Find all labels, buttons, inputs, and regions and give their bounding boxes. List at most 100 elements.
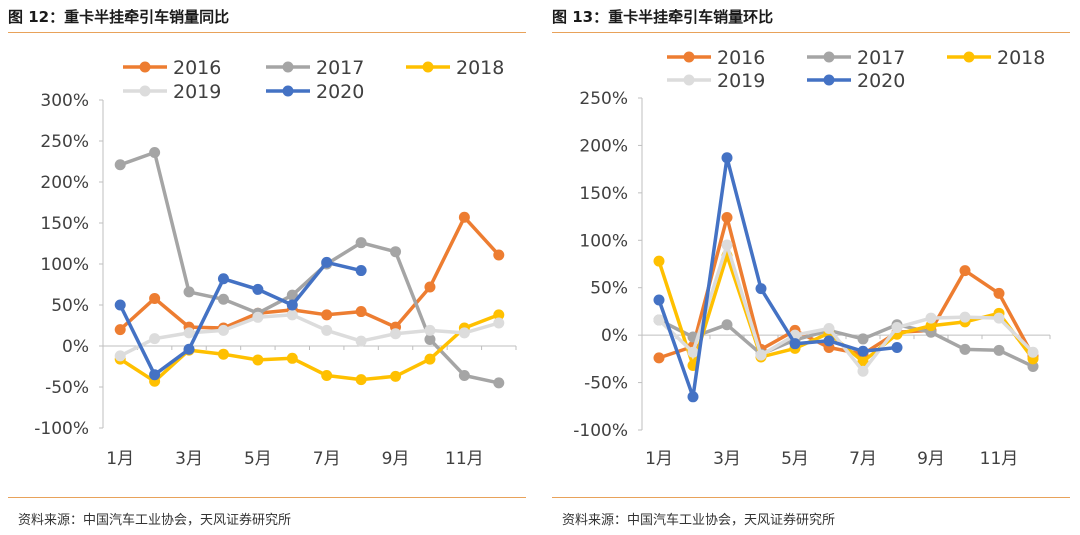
legend-marker [139, 61, 151, 73]
legend-item-2020: 2020 [266, 81, 364, 103]
data-point [493, 377, 505, 389]
series-2017 [114, 146, 505, 389]
data-point [149, 292, 161, 304]
x-tick-label: 1月 [106, 449, 134, 469]
legend-item-2018: 2018 [947, 47, 1045, 69]
data-point [252, 311, 264, 323]
data-point [721, 239, 733, 251]
series-line-2019 [118, 313, 501, 358]
data-point [687, 346, 699, 358]
y-tick-label: 150% [579, 184, 628, 204]
data-point [823, 323, 835, 335]
data-point [321, 370, 333, 382]
series-line-2020 [118, 260, 363, 377]
data-point [217, 273, 229, 285]
legend-marker [422, 61, 434, 73]
data-point [493, 309, 505, 321]
y-tick-label: 100% [579, 231, 628, 251]
y-tick-label: 100% [40, 255, 89, 275]
data-point [286, 309, 298, 321]
series-2020 [114, 256, 367, 381]
x-tick-label: 7月 [849, 449, 877, 469]
data-point [217, 348, 229, 360]
series-2017 [653, 314, 1039, 372]
data-point [355, 374, 367, 386]
data-point [857, 345, 869, 357]
series-line-2017 [657, 318, 1035, 369]
data-point [857, 356, 869, 368]
legend-item-2018: 2018 [406, 57, 504, 79]
data-point [1027, 360, 1039, 372]
data-point [993, 344, 1005, 356]
data-point [424, 281, 436, 293]
data-point [458, 211, 470, 223]
legend-item-2016: 2016 [123, 57, 221, 79]
series-line-2017 [118, 150, 501, 385]
data-point [321, 256, 333, 268]
data-point [321, 324, 333, 336]
legend-marker [683, 74, 695, 86]
legend-label: 2016 [173, 57, 221, 79]
x-tick-label: 5月 [781, 449, 809, 469]
data-point [286, 289, 298, 301]
data-point [993, 287, 1005, 299]
data-point [925, 320, 937, 332]
data-point [653, 255, 665, 267]
data-point [114, 350, 126, 362]
x-tick-label: 9月 [382, 449, 410, 469]
chart-source: 资料来源：中国汽车工业协会，天风证券研究所 [18, 513, 292, 528]
data-point [286, 299, 298, 311]
data-point [857, 333, 869, 345]
legend-label: 2019 [717, 70, 765, 92]
x-tick-label: 11月 [445, 449, 484, 469]
y-tick-label: 200% [579, 136, 628, 156]
legend-marker [282, 61, 294, 73]
legend-label: 2020 [316, 81, 364, 103]
data-point [424, 333, 436, 345]
data-point [458, 327, 470, 339]
data-point [183, 343, 195, 355]
legend-item-2019: 2019 [123, 81, 221, 103]
legend-item-2016: 2016 [667, 47, 765, 69]
data-point [355, 265, 367, 277]
data-point [390, 370, 402, 382]
data-point [321, 309, 333, 321]
series-2019 [114, 309, 505, 362]
series-line-2019 [657, 243, 1035, 373]
data-point [149, 369, 161, 381]
data-point [653, 314, 665, 326]
data-point [721, 212, 733, 224]
data-point [114, 159, 126, 171]
data-point [252, 283, 264, 295]
data-point [755, 349, 767, 361]
x-tick-label: 3月 [713, 449, 741, 469]
legend-label: 2018 [456, 57, 504, 79]
legend-item-2019: 2019 [667, 70, 765, 92]
data-point [493, 317, 505, 329]
y-tick-label: -100% [34, 419, 89, 439]
y-tick-label: -100% [573, 421, 628, 441]
data-point [721, 152, 733, 164]
data-point [217, 324, 229, 336]
data-point [355, 335, 367, 347]
data-point [993, 312, 1005, 324]
y-tick-label: 0% [601, 326, 628, 346]
divider [552, 32, 1070, 33]
series-line-2016 [118, 215, 501, 332]
data-point [493, 249, 505, 261]
data-point [114, 324, 126, 336]
y-tick-label: 250% [579, 89, 628, 109]
series-2016 [653, 212, 1039, 364]
data-point [183, 286, 195, 298]
legend-label: 2020 [857, 70, 905, 92]
legend-item-2020: 2020 [807, 70, 905, 92]
y-tick-label: 200% [40, 173, 89, 193]
series-2016 [114, 211, 505, 336]
chart-source: 资料来源：中国汽车工业协会，天风证券研究所 [562, 513, 836, 528]
series-2020 [653, 152, 903, 403]
legend-label: 2017 [857, 47, 905, 69]
data-point [925, 312, 937, 324]
data-point [286, 352, 298, 364]
legend-item-2017: 2017 [807, 47, 905, 69]
x-tick-label: 3月 [175, 449, 203, 469]
